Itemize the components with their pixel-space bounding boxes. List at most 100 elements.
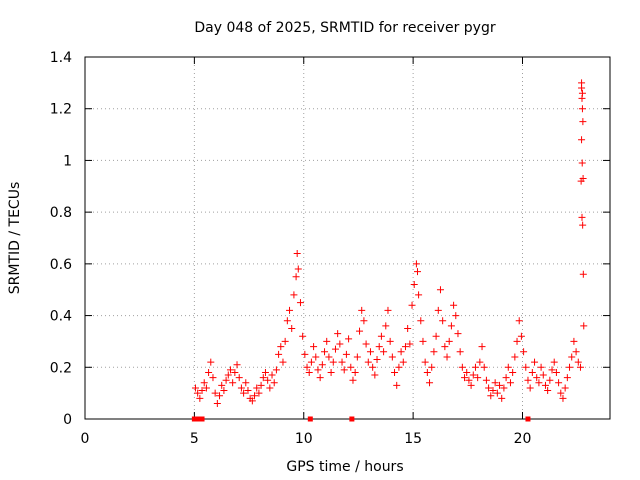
y-tick-label: 0.4 <box>50 309 72 325</box>
data-point <box>515 317 523 325</box>
data-point <box>235 374 243 382</box>
data-point <box>487 392 495 400</box>
data-point <box>211 389 219 397</box>
data-point <box>318 361 326 369</box>
y-tick-label: 1 <box>63 153 72 169</box>
data-point <box>474 374 482 382</box>
data-point <box>371 371 379 379</box>
data-point <box>216 392 224 400</box>
data-point <box>578 159 586 167</box>
data-point <box>485 384 493 392</box>
data-point <box>248 397 256 405</box>
data-point <box>310 343 318 351</box>
data-point <box>366 348 374 356</box>
data-point <box>334 330 342 338</box>
data-point <box>578 213 586 221</box>
data-point <box>202 384 210 392</box>
data-point <box>255 389 263 397</box>
data-point <box>563 374 571 382</box>
data-point <box>528 368 536 376</box>
y-tick-label: 1.4 <box>50 50 72 66</box>
data-point <box>198 387 206 395</box>
data-point <box>360 317 368 325</box>
data-point <box>500 384 508 392</box>
data-point <box>382 322 390 330</box>
data-point <box>401 343 409 351</box>
gap-marker <box>307 416 313 422</box>
data-point <box>283 317 291 325</box>
data-point <box>220 387 228 395</box>
data-point <box>452 312 460 320</box>
data-point <box>524 376 532 384</box>
data-point <box>434 306 442 314</box>
data-point <box>574 358 582 366</box>
data-point <box>301 350 309 358</box>
data-point <box>307 358 315 366</box>
data-point <box>541 381 549 389</box>
data-point <box>465 376 473 384</box>
data-point <box>476 358 484 366</box>
data-point <box>522 363 530 371</box>
data-point <box>421 358 429 366</box>
data-point <box>406 340 414 348</box>
y-tick-label: 0.8 <box>50 205 72 221</box>
data-point <box>299 332 307 340</box>
x-tick-labels: 0 5 10 15 20 <box>81 431 532 447</box>
gap-marker <box>199 416 205 422</box>
data-point <box>410 281 418 289</box>
data-point <box>578 105 586 113</box>
data-point <box>272 366 280 374</box>
plot-frame <box>84 56 611 420</box>
data-point <box>579 118 587 126</box>
data-point <box>397 348 405 356</box>
data-point <box>323 337 331 345</box>
chart-title: Day 048 of 2025, SRMTID for receiver pyg… <box>194 20 495 36</box>
data-point <box>224 371 232 379</box>
data-point <box>419 337 427 345</box>
data-point <box>296 299 304 307</box>
data-point <box>386 337 394 345</box>
y-tick-label: 0.2 <box>50 360 72 376</box>
gap-marker <box>196 416 202 422</box>
data-point <box>482 376 490 384</box>
data-point <box>498 394 506 402</box>
data-point <box>557 389 565 397</box>
data-point <box>388 353 396 361</box>
data-point <box>345 335 353 343</box>
data-point <box>469 371 477 379</box>
data-point <box>316 374 324 382</box>
data-point <box>456 348 464 356</box>
data-point <box>293 250 301 258</box>
data-point <box>568 353 576 361</box>
data-point <box>504 363 512 371</box>
y-tick-label: 0 <box>63 412 72 428</box>
data-point <box>325 353 333 361</box>
data-point <box>391 368 399 376</box>
data-point <box>441 343 449 351</box>
data-point <box>377 332 385 340</box>
data-point <box>576 363 584 371</box>
data-point <box>340 366 348 374</box>
data-point <box>478 343 486 351</box>
data-point <box>566 363 574 371</box>
data-point <box>329 358 337 366</box>
x-tick-label: 10 <box>295 431 313 447</box>
data-point <box>578 136 586 144</box>
x-axis-label: GPS time / hours <box>286 459 403 475</box>
y-axis-label: SRMTID / TECUs <box>7 182 23 295</box>
data-point <box>373 356 381 364</box>
data-point <box>445 337 453 345</box>
data-point <box>432 332 440 340</box>
data-point <box>237 384 245 392</box>
gap-marker <box>191 416 197 422</box>
x-tick-label: 5 <box>190 431 199 447</box>
data-point <box>327 368 335 376</box>
data-point <box>533 374 541 382</box>
data-point <box>362 340 370 348</box>
data-point <box>578 79 586 87</box>
data-point <box>303 363 311 371</box>
gap-marker <box>349 416 355 422</box>
data-point <box>423 368 431 376</box>
data-point <box>580 322 588 330</box>
